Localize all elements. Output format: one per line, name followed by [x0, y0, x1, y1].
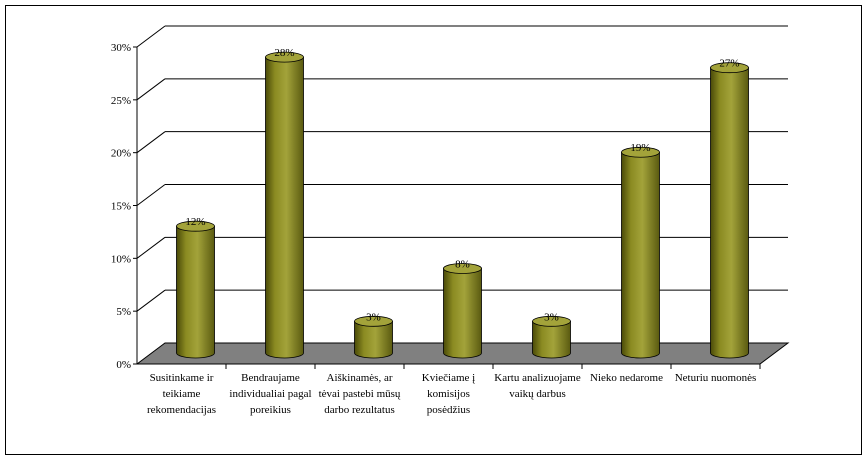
bar — [710, 62, 749, 359]
y-tick-label: 20% — [111, 148, 131, 160]
y-tick-label: 5% — [116, 306, 131, 318]
grid-line — [136, 78, 166, 101]
x-tick-label: Bendraujame individualiai pagal poreikius — [229, 372, 311, 416]
bar — [621, 146, 660, 359]
x-tick-label: Aiškinamės, ar tėvai pastebi mūsų darbo re… — [319, 372, 401, 416]
y-tick-label: 10% — [111, 253, 131, 265]
data-label: 3% — [366, 311, 381, 323]
y-tick-label: 0% — [116, 359, 131, 371]
data-label: 3% — [544, 311, 559, 323]
grid-line — [136, 131, 166, 154]
x-tick-label: Kartu analizuojame vaikų darbus — [494, 372, 581, 400]
bar — [176, 220, 215, 359]
x-tick-label: Neturiu nuomonės — [675, 372, 757, 384]
grid-line — [136, 236, 166, 259]
data-label: 12% — [185, 216, 205, 228]
grid-line — [136, 289, 166, 312]
grid-line — [136, 25, 166, 48]
y-tick-label: 15% — [111, 201, 131, 213]
data-label: 28% — [274, 47, 294, 59]
bar — [532, 315, 571, 359]
data-label: 27% — [719, 58, 739, 70]
y-tick-label: 30% — [111, 42, 131, 54]
x-tick-label: Kviečiame į komisijos posėdžius — [422, 372, 475, 416]
bar — [354, 315, 393, 359]
bar — [443, 263, 482, 359]
x-tick-label: Nieko nedarome — [590, 372, 663, 384]
x-tick-label: Susitinkame ir teikiame rekomendacijas — [147, 372, 216, 416]
grid-line — [136, 184, 166, 206]
data-label: 19% — [630, 142, 650, 154]
bar — [265, 51, 304, 359]
y-tick-label: 25% — [111, 95, 131, 107]
data-label: 8% — [455, 258, 470, 270]
